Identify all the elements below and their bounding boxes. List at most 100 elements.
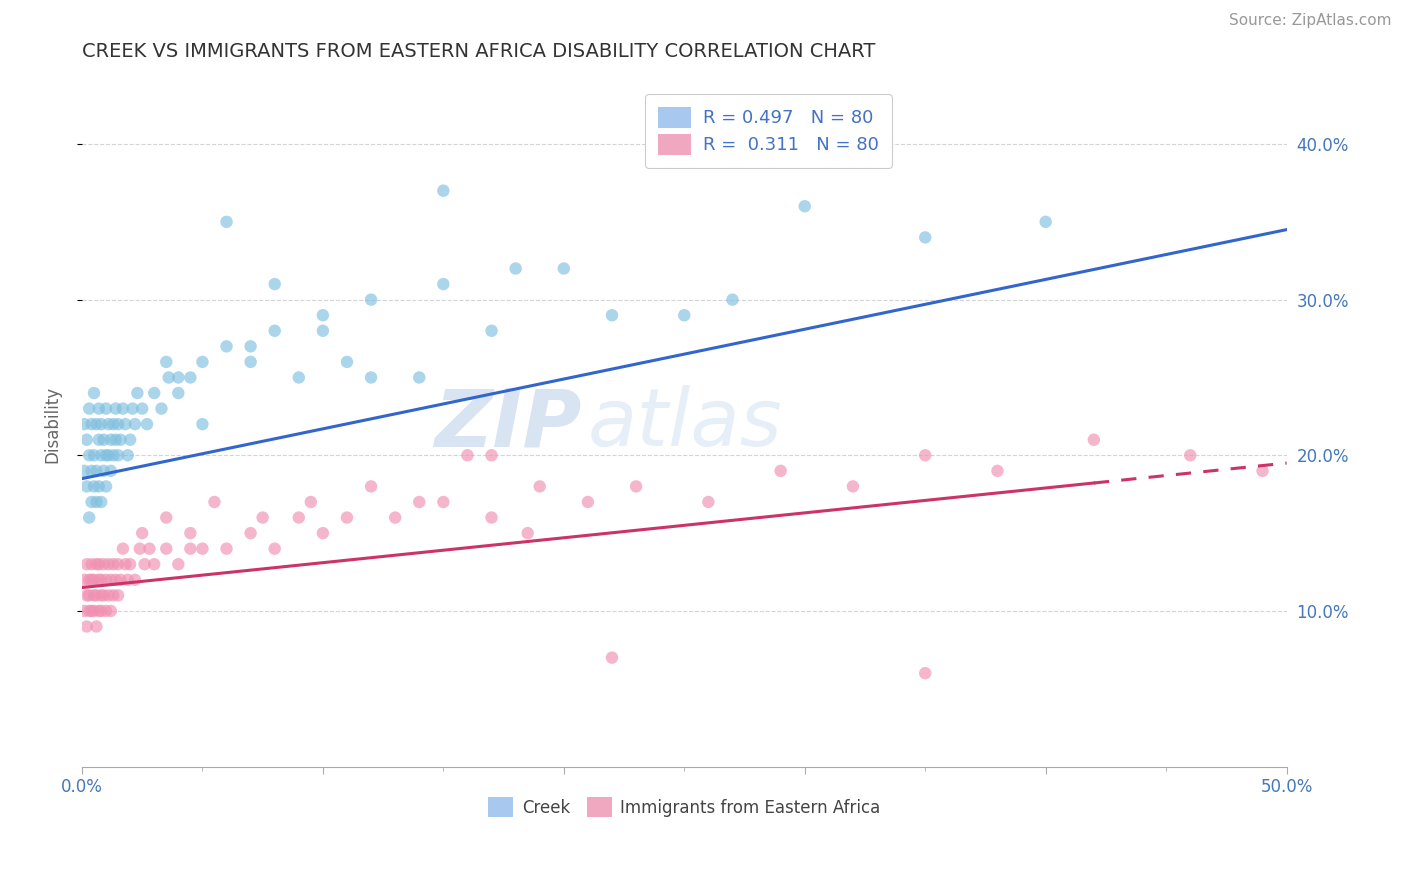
Point xyxy=(120,558,142,572)
Point xyxy=(914,230,936,244)
Point xyxy=(73,573,96,587)
Point xyxy=(77,510,100,524)
Point xyxy=(288,370,311,384)
Point xyxy=(110,573,132,587)
Point xyxy=(155,541,177,556)
Point xyxy=(204,495,226,509)
Point xyxy=(553,261,575,276)
Text: Source: ZipAtlas.com: Source: ZipAtlas.com xyxy=(1229,13,1392,29)
Point xyxy=(179,370,201,384)
Point xyxy=(793,199,815,213)
Point xyxy=(114,417,136,432)
Point xyxy=(143,558,166,572)
Point xyxy=(215,541,238,556)
Point xyxy=(288,510,311,524)
Point xyxy=(77,604,100,618)
Point xyxy=(336,510,359,524)
Point xyxy=(124,417,146,432)
Point xyxy=(1083,433,1105,447)
Point xyxy=(432,495,454,509)
Point xyxy=(83,479,105,493)
Point xyxy=(111,541,134,556)
Point xyxy=(83,386,105,401)
Point xyxy=(80,417,103,432)
Point xyxy=(86,417,108,432)
Point xyxy=(360,370,382,384)
Point xyxy=(90,604,112,618)
Text: CREEK VS IMMIGRANTS FROM EASTERN AFRICA DISABILITY CORRELATION CHART: CREEK VS IMMIGRANTS FROM EASTERN AFRICA … xyxy=(82,42,876,61)
Point xyxy=(100,433,122,447)
Point xyxy=(103,588,125,602)
Point xyxy=(107,588,129,602)
Point xyxy=(481,448,503,462)
Point xyxy=(155,510,177,524)
Point xyxy=(239,339,262,353)
Point xyxy=(842,479,865,493)
Point xyxy=(312,308,335,322)
Point xyxy=(432,277,454,291)
Y-axis label: Disability: Disability xyxy=(44,385,60,463)
Point xyxy=(93,588,115,602)
Point xyxy=(191,355,214,369)
Point xyxy=(408,495,430,509)
Point xyxy=(94,604,117,618)
Point xyxy=(600,650,623,665)
Point xyxy=(87,401,110,416)
Point xyxy=(769,464,792,478)
Point xyxy=(86,495,108,509)
Point xyxy=(239,526,262,541)
Point xyxy=(110,433,132,447)
Point xyxy=(120,433,142,447)
Point xyxy=(252,510,274,524)
Point xyxy=(83,604,105,618)
Point xyxy=(191,541,214,556)
Point xyxy=(103,417,125,432)
Point xyxy=(80,464,103,478)
Point xyxy=(107,558,129,572)
Point xyxy=(624,479,647,493)
Point xyxy=(73,464,96,478)
Point xyxy=(83,448,105,462)
Point xyxy=(97,448,120,462)
Point xyxy=(90,448,112,462)
Point xyxy=(76,433,98,447)
Point xyxy=(360,293,382,307)
Point xyxy=(80,558,103,572)
Point xyxy=(107,417,129,432)
Point xyxy=(117,448,139,462)
Point xyxy=(104,401,127,416)
Point xyxy=(93,433,115,447)
Point xyxy=(76,558,98,572)
Point xyxy=(312,526,335,541)
Point xyxy=(150,401,173,416)
Point xyxy=(157,370,180,384)
Point xyxy=(87,558,110,572)
Point xyxy=(77,448,100,462)
Point xyxy=(914,448,936,462)
Point xyxy=(263,277,285,291)
Point xyxy=(408,370,430,384)
Point xyxy=(516,526,538,541)
Point xyxy=(167,370,190,384)
Point xyxy=(263,324,285,338)
Point xyxy=(107,448,129,462)
Point xyxy=(117,573,139,587)
Point xyxy=(576,495,599,509)
Point xyxy=(336,355,359,369)
Point xyxy=(167,558,190,572)
Point xyxy=(111,401,134,416)
Point xyxy=(697,495,720,509)
Point xyxy=(128,541,150,556)
Point xyxy=(215,215,238,229)
Point xyxy=(914,666,936,681)
Point xyxy=(131,401,153,416)
Point xyxy=(179,541,201,556)
Point xyxy=(80,573,103,587)
Point xyxy=(93,558,115,572)
Point xyxy=(90,588,112,602)
Point xyxy=(104,433,127,447)
Point xyxy=(83,588,105,602)
Point xyxy=(155,355,177,369)
Point xyxy=(94,448,117,462)
Point xyxy=(86,588,108,602)
